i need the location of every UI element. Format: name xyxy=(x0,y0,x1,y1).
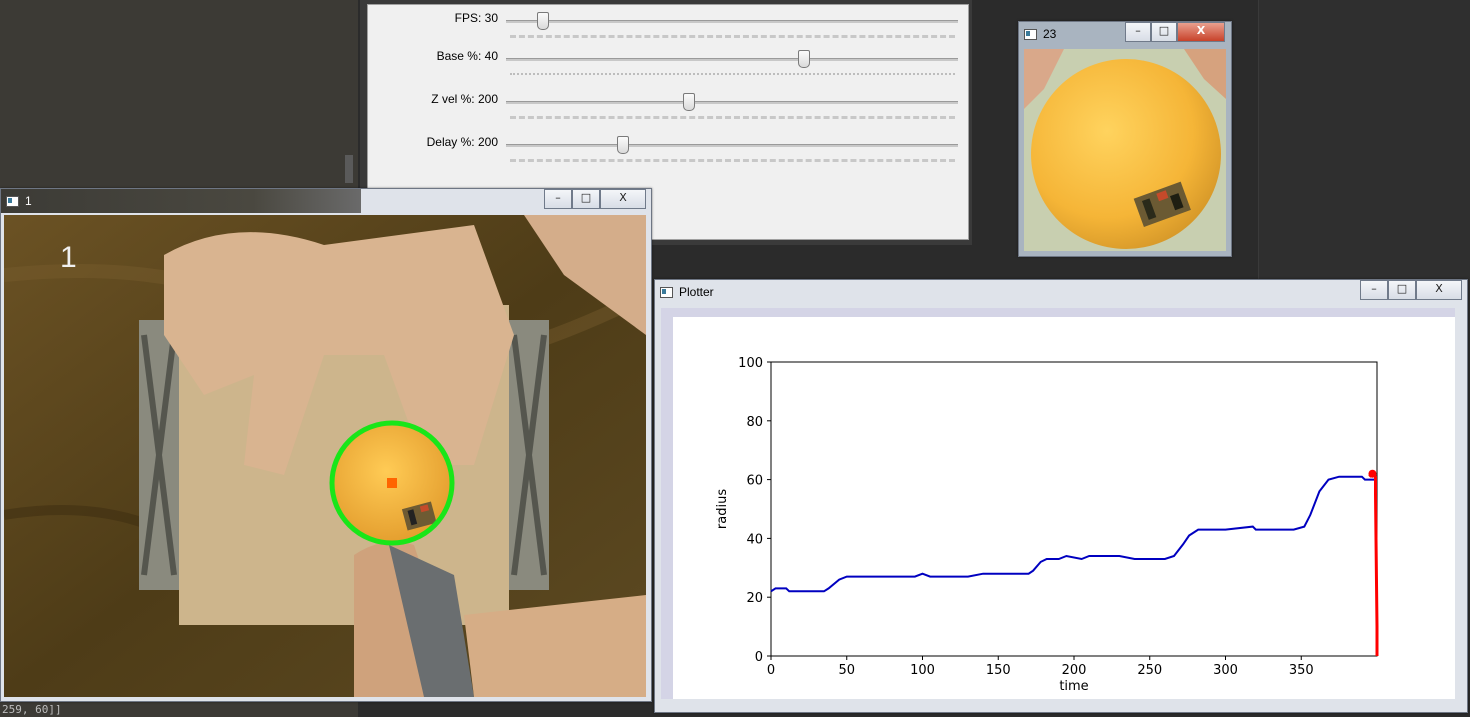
y-tick-label: 80 xyxy=(746,415,763,430)
trackbar-label: Base %: 40 xyxy=(436,49,498,63)
close-icon[interactable]: X xyxy=(600,189,646,209)
close-icon[interactable]: X xyxy=(1416,280,1462,300)
x-tick-label: 350 xyxy=(1289,663,1314,678)
camera-view: 1 xyxy=(4,215,646,697)
background-editor-right xyxy=(1258,0,1470,280)
x-tick-label: 50 xyxy=(838,663,855,678)
crop-image xyxy=(1024,49,1226,251)
window-icon xyxy=(6,196,19,207)
trackbar-ticks xyxy=(510,35,955,42)
maximize-icon[interactable]: □ xyxy=(1388,280,1416,300)
trackbar-ticks xyxy=(510,73,955,79)
plot-axes-frame xyxy=(770,361,1378,657)
window-title: Plotter xyxy=(679,285,714,299)
trackbar-fps[interactable]: FPS: 30 xyxy=(368,9,968,45)
window-title: 23 xyxy=(1043,27,1057,41)
frame-counter: 1 xyxy=(60,241,77,274)
close-icon[interactable]: X xyxy=(1177,22,1225,42)
trackbar-delay[interactable]: Delay %: 200 xyxy=(368,133,968,169)
detection-center xyxy=(387,478,397,488)
plot-canvas: 0 50 100 150 200 250 300 350 0 20 40 60 80 100 time rad… xyxy=(673,317,1455,699)
minimize-icon[interactable]: – xyxy=(544,189,572,209)
minimize-icon[interactable]: – xyxy=(1125,22,1151,42)
crop-window: 23 – □ X xyxy=(1018,21,1232,257)
trackbar-label: FPS: 30 xyxy=(454,11,498,25)
radius-series-line xyxy=(770,475,1374,593)
console-output: 259, 60]] xyxy=(2,703,62,716)
trackbar-thumb[interactable] xyxy=(536,12,549,30)
maximize-icon[interactable]: □ xyxy=(572,189,600,209)
window-title-bar[interactable]: 1 – □ X xyxy=(1,189,651,213)
window-title-bar[interactable]: 23 – □ X xyxy=(1019,22,1231,46)
trackbar-groove[interactable] xyxy=(506,58,958,61)
x-tick-label: 0 xyxy=(767,663,775,678)
trackbar-thumb[interactable] xyxy=(797,50,810,68)
trackbar-groove[interactable] xyxy=(506,144,958,147)
trackbar-ticks xyxy=(510,159,955,166)
x-tick-label: 300 xyxy=(1213,663,1238,678)
y-tick-label: 0 xyxy=(755,650,763,665)
plot-canvas-border: 0 50 100 150 200 250 300 350 0 20 40 60 80 100 time rad… xyxy=(661,308,1455,699)
trackbar-thumb[interactable] xyxy=(616,136,629,154)
window-title: 1 xyxy=(25,194,32,208)
detection-circle xyxy=(329,420,455,546)
radius-chart: 0 50 100 150 200 250 300 350 0 20 40 60 80 100 time rad… xyxy=(715,356,1379,694)
trackbar-groove[interactable] xyxy=(506,20,958,23)
plotter-window: Plotter – □ X 0 50 100 150 200 250 300 350 0 20 40… xyxy=(654,279,1468,713)
y-tick-label: 100 xyxy=(738,356,763,371)
trackbar-thumb[interactable] xyxy=(682,93,695,111)
editor-scrollbar[interactable] xyxy=(345,155,353,183)
trackbar-label: Z vel %: 200 xyxy=(431,92,498,106)
y-tick-label: 20 xyxy=(746,591,763,606)
x-tick-label: 100 xyxy=(910,663,935,678)
maximize-icon[interactable]: □ xyxy=(1151,22,1177,42)
window-icon xyxy=(1024,29,1037,40)
y-tick-label: 40 xyxy=(746,532,763,547)
trackbar-ticks xyxy=(510,116,955,123)
trackbar-base[interactable]: Base %: 40 xyxy=(368,47,968,83)
y-axis-label: radius xyxy=(715,489,730,529)
x-axis-label: time xyxy=(1059,679,1088,694)
trackbar-zvel[interactable]: Z vel %: 200 xyxy=(368,90,968,126)
x-tick-label: 150 xyxy=(986,663,1011,678)
camera-frame: 1 xyxy=(4,215,646,697)
minimize-icon[interactable]: – xyxy=(1360,280,1388,300)
title-bar-background xyxy=(1,189,361,213)
x-tick-label: 200 xyxy=(1062,663,1087,678)
camera-window: 1 – □ X xyxy=(0,188,652,702)
trackbar-groove[interactable] xyxy=(506,101,958,104)
y-tick-label: 60 xyxy=(746,474,763,489)
window-icon xyxy=(660,287,673,298)
current-value-point xyxy=(1368,469,1377,478)
trackbar-label: Delay %: 200 xyxy=(426,135,498,149)
window-title-bar[interactable]: Plotter – □ X xyxy=(655,280,1467,304)
x-tick-label: 250 xyxy=(1137,663,1162,678)
